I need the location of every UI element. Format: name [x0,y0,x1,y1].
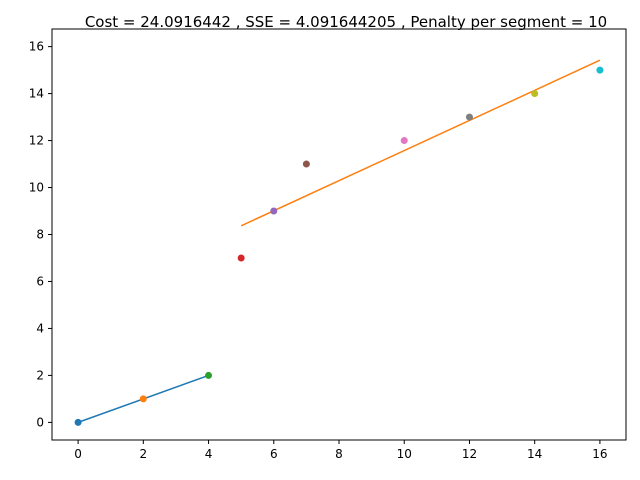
x-tick-label: 10 [397,447,412,461]
y-tick-label: 4 [36,321,44,335]
x-tick-label: 0 [74,447,82,461]
data-point [74,418,82,426]
x-tick-label: 2 [139,447,147,461]
plot-area: 0 2 4 6 8 10 12 14 16 0 2 4 6 8 10 12 14 16 [29,40,608,461]
data-point [531,90,539,98]
x-tick-label: 6 [270,447,278,461]
data-point [465,113,473,121]
data-point [596,66,604,74]
y-tick-label: 10 [29,181,44,195]
fit-segment-line [240,59,601,227]
y-tick-label: 2 [36,368,44,382]
y-tick-label: 14 [29,87,44,101]
data-point [302,160,310,168]
x-tick-label: 4 [205,447,213,461]
x-tick-label: 16 [592,447,607,461]
data-point [270,207,278,215]
data-point [237,254,245,262]
y-tick-label: 16 [29,40,44,54]
y-tick-label: 6 [36,274,44,288]
y-tick-label: 8 [36,228,44,242]
data-point [400,137,408,145]
data-point [139,395,147,403]
axes-frame [51,28,627,441]
x-tick-label: 8 [335,447,343,461]
y-tick-label: 12 [29,134,44,148]
y-tick-label: 0 [36,415,44,429]
chart-title: Cost = 24.0916442 , SSE = 4.091644205 , … [85,13,607,31]
x-tick-label: 14 [527,447,542,461]
x-tick-label: 12 [462,447,477,461]
data-point [205,371,213,379]
